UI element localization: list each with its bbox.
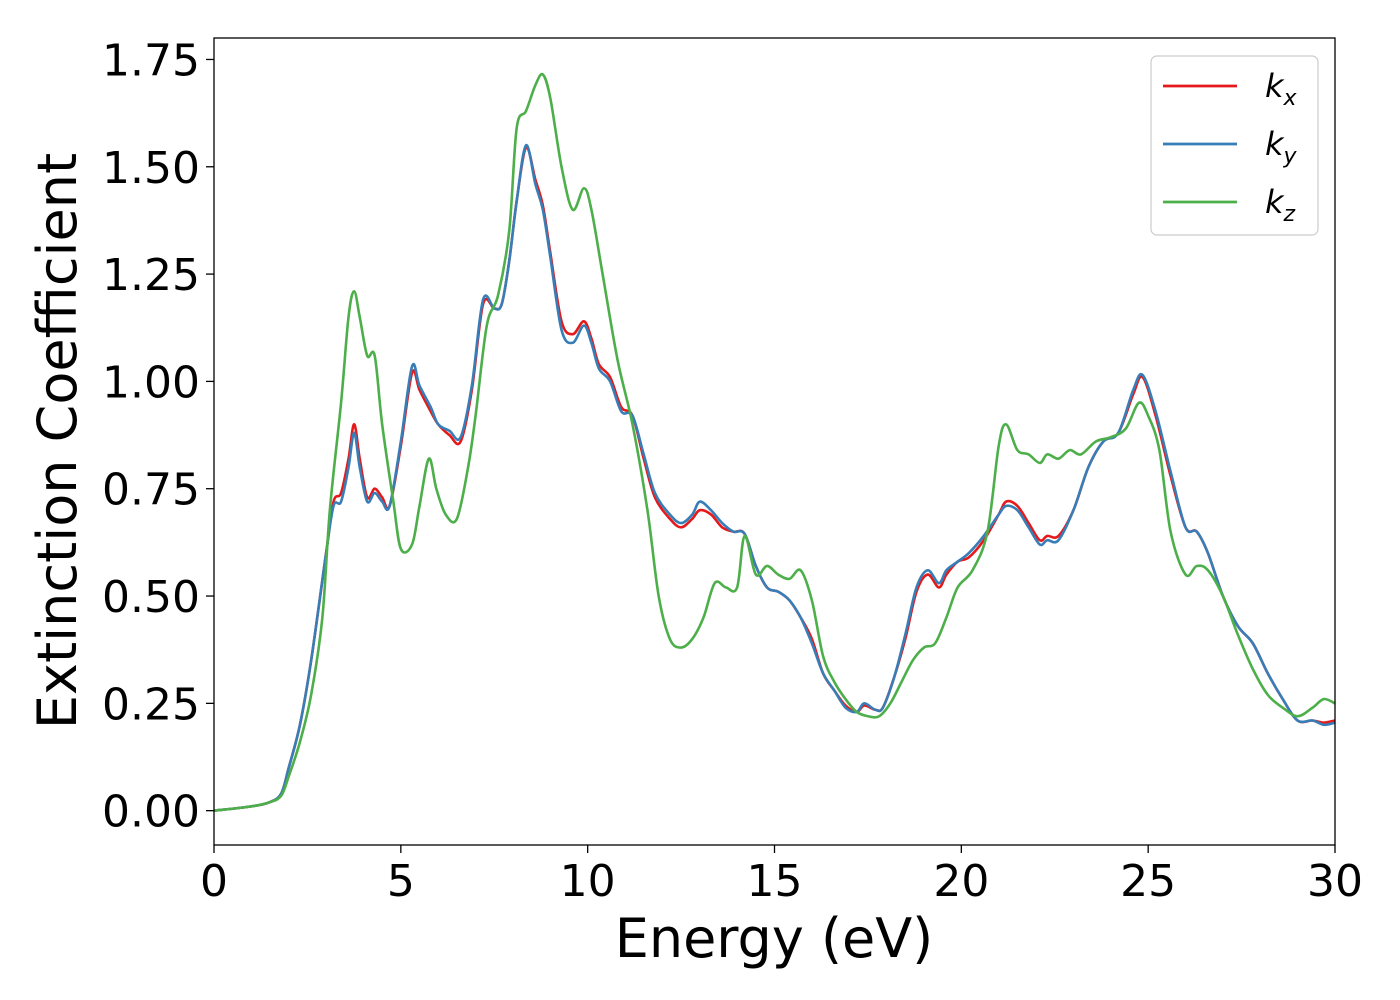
legend-label-kx: kx [1265,67,1298,111]
legend-label-ky: ky [1265,125,1298,169]
x-axis-title: Energy (eV) [615,907,934,970]
x-axis-ticks: 0 5 10 15 20 25 30 [200,845,1363,907]
series-line-kx [214,146,1335,812]
y-axis-ticks: 0.00 0.25 0.50 0.75 1.00 1.25 1.50 1.75 [102,35,214,838]
y-tick-label: 1.25 [102,250,200,301]
x-tick-label: 30 [1307,856,1363,907]
series-line-kz [214,72,1335,812]
x-tick-label: 25 [1120,856,1176,907]
y-tick-label: 0.25 [102,679,200,730]
series-layer [214,72,1335,812]
legend-label-kz: kz [1265,183,1296,227]
x-tick-label: 20 [933,856,989,907]
y-tick-label: 0.00 [102,787,200,838]
legend: kx ky kz [1150,55,1319,236]
x-tick-label: 0 [200,856,228,907]
legend-box [1150,55,1319,236]
y-tick-label: 1.50 [102,143,200,194]
x-tick-label: 5 [387,856,415,907]
x-tick-label: 10 [560,856,616,907]
x-tick-label: 15 [747,856,803,907]
y-tick-label: 1.75 [102,35,200,86]
y-axis-title: Extinction Coefficient [26,153,89,729]
y-tick-label: 0.75 [102,465,200,516]
series-line-ky [214,144,1335,812]
y-tick-label: 0.50 [102,572,200,623]
y-tick-label: 1.00 [102,357,200,408]
